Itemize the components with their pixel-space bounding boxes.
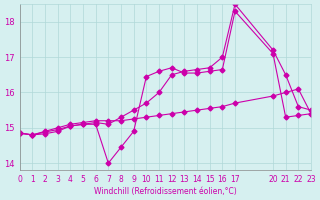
X-axis label: Windchill (Refroidissement éolien,°C): Windchill (Refroidissement éolien,°C) [94,187,237,196]
